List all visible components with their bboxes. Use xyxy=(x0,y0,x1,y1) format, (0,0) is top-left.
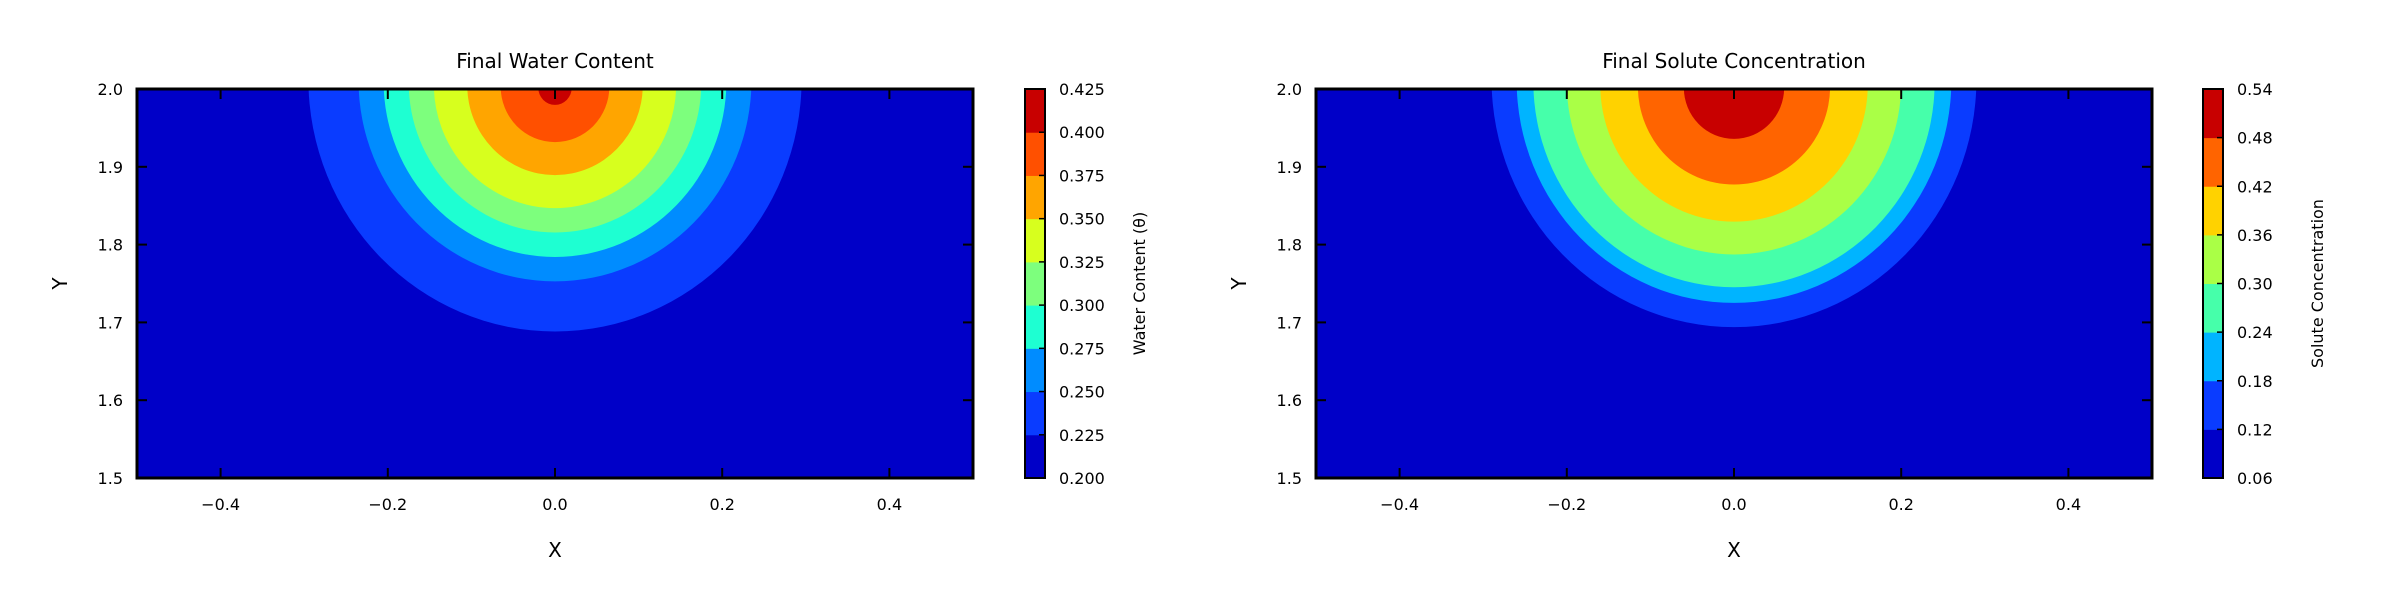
colorbar-segment xyxy=(2203,429,2223,479)
colorbar-segment xyxy=(2203,234,2223,284)
contour-band-7 xyxy=(500,89,610,143)
x-axis-label: X xyxy=(548,538,562,562)
colorbar-tick-label: 0.36 xyxy=(2237,226,2273,245)
chart-title: Final Water Content xyxy=(456,49,654,73)
colorbar-segment xyxy=(2203,89,2223,139)
colorbar-tick-label: 0.400 xyxy=(1059,123,1105,142)
colorbar-segment xyxy=(2203,283,2223,333)
y-tick-label: 1.6 xyxy=(98,391,123,410)
y-tick-label: 2.0 xyxy=(1277,80,1302,99)
y-tick-label: 1.5 xyxy=(98,469,123,488)
contour-band-7 xyxy=(1683,89,1785,139)
colorbar-tick-label: 0.18 xyxy=(2237,372,2273,391)
y-tick-label: 1.7 xyxy=(98,313,123,332)
x-tick-label: 0.2 xyxy=(1888,495,1913,514)
colorbar-tick-label: 0.425 xyxy=(1059,80,1105,99)
y-tick-label: 1.6 xyxy=(1277,391,1302,410)
x-tick-label: 0.4 xyxy=(2056,495,2081,514)
contour-bands xyxy=(1316,89,2152,478)
colorbar: 0.200 0.225 0.250 0.275 0.300 0.325 0.350 0.375… xyxy=(1024,80,1149,488)
x-tick-label: 0.0 xyxy=(1721,495,1746,514)
chart-panel-2: −0.4 −0.2 0.0 0.2 0.4 1.5 1.6 1.7 1.8 1.9 2.0 Final… xyxy=(1227,49,2327,562)
colorbar-segment xyxy=(1025,434,1045,479)
colorbar-label: Water Content (θ) xyxy=(1130,212,1149,355)
contour-bands xyxy=(137,89,973,478)
colorbar-tick-label: 0.325 xyxy=(1059,253,1105,272)
y-axis-label: Y xyxy=(1227,277,1251,291)
colorbar-tick-label: 0.12 xyxy=(2237,420,2273,439)
colorbar-segment xyxy=(1025,175,1045,220)
colorbar-tick-label: 0.250 xyxy=(1059,383,1105,402)
x-tick-label: 0.0 xyxy=(542,495,567,514)
x-axis-label: X xyxy=(1727,538,1741,562)
colorbar-tick-label: 0.275 xyxy=(1059,339,1105,358)
colorbar-segment xyxy=(1025,305,1045,349)
colorbar: 0.06 0.12 0.18 0.24 0.30 0.36 0.42 0.48 0.54 Solu… xyxy=(2202,80,2327,488)
colorbar-segment xyxy=(1025,348,1045,393)
y-tick-label: 1.8 xyxy=(98,236,123,255)
colorbar-segment xyxy=(2203,332,2223,382)
colorbar-tick-label: 0.54 xyxy=(2237,80,2273,99)
colorbar-segment xyxy=(2203,380,2223,430)
colorbar-segment xyxy=(1025,391,1045,436)
colorbar-tick-label: 0.48 xyxy=(2237,129,2273,148)
x-tick-label: 0.4 xyxy=(877,495,902,514)
x-tick-label: −0.2 xyxy=(368,495,407,514)
colorbar-tick-label: 0.300 xyxy=(1059,296,1105,315)
colorbar-segment xyxy=(2203,186,2223,236)
colorbar-segment xyxy=(1025,132,1045,176)
colorbar-segment xyxy=(1025,218,1045,263)
y-tick-label: 2.0 xyxy=(98,80,123,99)
y-tick-label: 1.9 xyxy=(98,158,123,177)
chart-title: Final Solute Concentration xyxy=(1602,49,1866,73)
y-axis-label: Y xyxy=(48,277,72,291)
colorbar-segment xyxy=(1025,89,1045,133)
colorbar-segment xyxy=(2203,137,2223,187)
y-tick-label: 1.8 xyxy=(1277,236,1302,255)
colorbar-label: Solute Concentration xyxy=(2308,199,2327,368)
y-tick-label: 1.7 xyxy=(1277,313,1302,332)
x-tick-label: −0.2 xyxy=(1547,495,1586,514)
colorbar-tick-label: 0.350 xyxy=(1059,210,1105,229)
colorbar-tick-label: 0.30 xyxy=(2237,275,2273,294)
chart-panel-1: −0.4 −0.2 0.0 0.2 0.4 1.5 1.6 1.7 1.8 1.9 2.0 Final… xyxy=(48,49,1149,562)
colorbar-tick-label: 0.42 xyxy=(2237,177,2273,196)
colorbar-tick-label: 0.225 xyxy=(1059,426,1105,445)
y-tick-label: 1.9 xyxy=(1277,158,1302,177)
y-tick-label: 1.5 xyxy=(1277,469,1302,488)
colorbar-tick-label: 0.375 xyxy=(1059,166,1105,185)
x-tick-label: 0.2 xyxy=(709,495,734,514)
colorbar-tick-label: 0.06 xyxy=(2237,469,2273,488)
x-tick-label: −0.4 xyxy=(201,495,240,514)
colorbar-frame xyxy=(1024,88,1046,479)
colorbar-segment xyxy=(1025,261,1045,306)
x-tick-label: −0.4 xyxy=(1380,495,1419,514)
colorbar-tick-label: 0.24 xyxy=(2237,323,2273,342)
colorbar-tick-label: 0.200 xyxy=(1059,469,1105,488)
